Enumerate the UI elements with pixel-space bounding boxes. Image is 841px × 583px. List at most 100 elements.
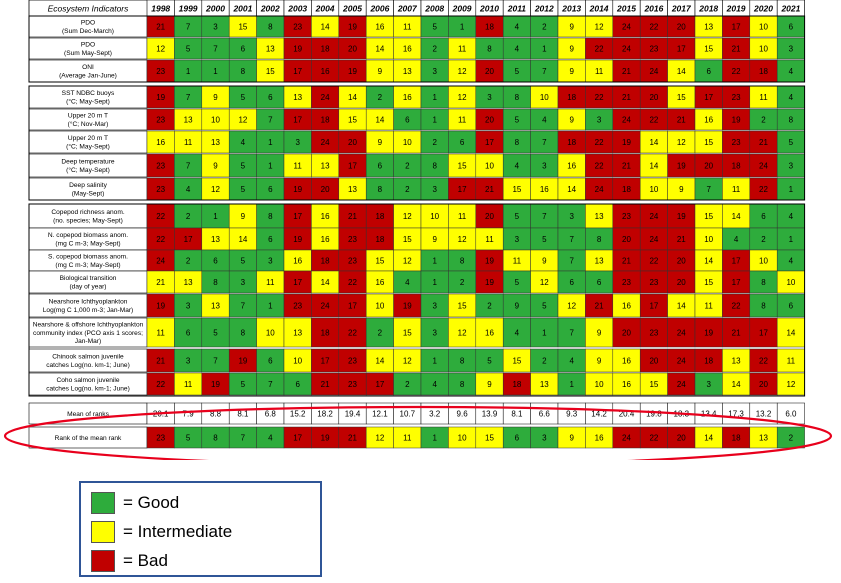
rank-value: 20 [677,257,686,266]
rank-cell [694,317,723,348]
mean-value: 6.8 [265,410,277,419]
rank-of-mean-value: 6 [515,434,520,443]
rank-value: 16 [321,212,330,221]
rank-value: 16 [403,93,412,102]
rank-value: 17 [348,302,357,311]
rank-value: 18 [321,116,330,125]
indicator-label: (Sum Dec-March) [62,28,114,35]
rank-value: 18 [375,212,384,221]
rank-value: 8 [213,278,218,287]
rank-value: 2 [378,329,383,338]
indicator-label: community index (PCO axis 1 scores; [33,330,143,337]
rank-value: 8 [789,116,794,125]
rank-value: 23 [649,278,658,287]
rank-value: 21 [156,357,165,366]
rank-value: 21 [321,380,330,389]
rank-value: 19 [293,45,302,54]
mean-value: 18.2 [317,410,333,419]
rank-value: 24 [649,235,658,244]
rank-value: 14 [732,212,741,221]
mean-value: 13.2 [756,410,772,419]
rank-value: 18 [622,185,631,194]
rank-value: 10 [759,45,768,54]
rank-value: 22 [595,93,604,102]
rank-value: 16 [622,302,631,311]
rank-value: 19 [622,138,631,147]
rank-cell [612,203,641,229]
rank-value: 19 [156,302,165,311]
rank-value: 11 [184,138,193,147]
rank-value: 17 [485,138,494,147]
indicator-label: (May-Sept) [72,190,105,197]
rank-value: 19 [704,329,713,338]
rank-value: 5 [432,23,437,32]
rank-value: 21 [677,235,686,244]
rank-value: 22 [759,357,768,366]
year-header: 2020 [753,4,773,14]
rank-value: 11 [485,235,494,244]
legend: = Good = Intermediate = Bad [79,481,322,577]
rank-value: 8 [761,278,766,287]
indicator-label: (°C; May-Sept) [66,142,110,150]
highlight-ellipse [4,405,832,460]
year-header: 2015 [616,4,636,14]
rank-value: 4 [186,185,191,194]
rank-value: 13 [184,116,193,125]
rank-value: 22 [759,185,768,194]
rank-value: 13 [732,357,741,366]
rank-value: 3 [789,162,794,171]
rank-value: 11 [458,116,467,125]
rank-value: 23 [156,162,165,171]
rank-value: 1 [432,116,437,125]
rank-value: 14 [649,138,658,147]
indicator-label: Coho salmon juvenile [56,377,119,384]
rank-value: 1 [213,67,218,76]
mean-value: 13.9 [482,410,498,419]
rank-value: 7 [542,212,547,221]
rank-of-mean-value: 1 [432,434,437,443]
rank-value: 3 [706,380,711,389]
rank-value: 23 [348,357,357,366]
rank-value: 24 [622,23,631,32]
rank-value: 9 [515,302,520,311]
rank-value: 22 [595,45,604,54]
rank-value: 21 [759,138,768,147]
rank-of-mean-value: 21 [348,434,357,443]
rank-value: 6 [213,257,218,266]
rank-value: 2 [186,257,191,266]
year-header: 2016 [643,4,663,14]
year-header: 2003 [287,4,307,14]
rank-value: 7 [241,302,246,311]
rank-value: 15 [704,278,713,287]
mean-of-ranks-label: Mean of ranks [67,411,109,418]
rank-value: 15 [704,45,713,54]
indicator-label: PDO [81,20,95,27]
rank-value: 9 [378,138,383,147]
rank-value: 9 [679,185,684,194]
year-header: 2009 [452,4,472,14]
mean-value: 19.4 [345,410,361,419]
rank-value: 17 [458,185,467,194]
rank-value: 6 [268,185,273,194]
indicator-label: Nearshore & offshore Ichthyoplankton [33,322,144,329]
rank-value: 18 [485,23,494,32]
mean-value: 9.3 [566,410,578,419]
rank-value: 10 [430,212,439,221]
rank-value: 16 [321,67,330,76]
rank-value: 7 [186,23,191,32]
legend-item-intermediate: = Intermediate [91,520,232,544]
rank-of-mean-value: 3 [542,434,547,443]
rank-value: 15 [348,116,357,125]
rank-value: 4 [734,235,739,244]
year-header: 2007 [397,4,418,14]
rank-value: 21 [622,162,631,171]
rank-value: 21 [156,278,165,287]
ecosystem-indicator-table: Ecosystem Indicators 1998 1999 2000 2001 2002… [4,0,832,460]
rank-value: 20 [677,278,686,287]
rank-value: 2 [405,185,410,194]
rank-value: 2 [405,380,410,389]
rank-value: 23 [622,278,631,287]
rank-of-mean-value: 7 [241,434,246,443]
rank-value: 7 [213,45,218,54]
rank-value: 20 [485,67,494,76]
